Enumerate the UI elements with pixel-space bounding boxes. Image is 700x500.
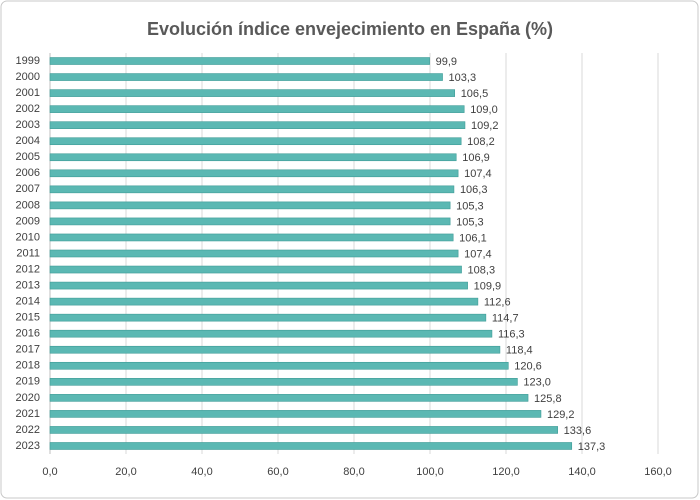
bar	[49, 185, 455, 194]
value-label: 108,2	[467, 136, 495, 148]
value-label: 137,3	[578, 441, 606, 453]
y-tick-label: 2013	[16, 279, 40, 291]
y-tick-label: 2018	[16, 360, 40, 372]
y-tick-label: 2015	[16, 312, 40, 324]
value-label: 133,6	[564, 425, 592, 437]
y-tick-label: 2020	[16, 392, 40, 404]
x-tick-label: 20,0	[115, 466, 136, 478]
y-tick-label: 2004	[16, 135, 40, 147]
value-label: 125,8	[534, 393, 562, 405]
bar	[49, 169, 459, 178]
y-tick-label: 2017	[16, 344, 40, 356]
bar	[49, 105, 465, 113]
x-tick-label: 60,0	[267, 466, 288, 478]
bar	[49, 313, 487, 322]
y-tick-label: 2009	[16, 215, 40, 227]
y-tick-label: 2003	[16, 119, 40, 131]
y-tick-label: 2001	[16, 87, 40, 99]
value-label: 116,3	[498, 329, 525, 341]
value-label: 107,4	[464, 168, 492, 180]
bar	[49, 265, 462, 274]
bar	[49, 329, 493, 338]
value-label: 112,6	[484, 297, 511, 309]
y-tick-label: 2023	[16, 440, 40, 452]
x-tick-label: 140,0	[568, 466, 596, 478]
bar	[49, 153, 457, 162]
value-label: 106,5	[461, 88, 489, 100]
bar	[49, 89, 456, 97]
bar	[49, 378, 518, 386]
y-tick-label: 2016	[16, 328, 40, 340]
bar	[49, 410, 542, 418]
bar	[49, 217, 451, 226]
value-label: 118,4	[506, 345, 533, 357]
bar	[49, 361, 509, 370]
y-tick-label: 2019	[16, 376, 40, 388]
bar	[49, 73, 443, 81]
bar	[49, 426, 558, 434]
value-label: 114,7	[492, 313, 519, 325]
value-label: 107,4	[464, 248, 492, 260]
bar	[49, 121, 466, 129]
bar	[49, 249, 459, 258]
y-tick-label: 2006	[16, 167, 40, 179]
x-tick-label: 160,0	[644, 466, 672, 478]
value-label: 109,2	[471, 120, 499, 132]
value-label: 106,3	[460, 184, 488, 196]
y-tick-label: 1999	[16, 55, 40, 67]
value-label: 99,9	[436, 56, 457, 68]
chart-title: Evolución índice envejecimiento en Españ…	[147, 19, 553, 39]
value-label: 106,9	[462, 152, 490, 164]
value-label: 106,1	[459, 232, 487, 244]
y-tick-label: 2002	[16, 103, 40, 115]
y-tick-label: 2005	[16, 151, 40, 163]
bar	[49, 394, 529, 402]
value-label: 123,0	[523, 377, 551, 389]
bar	[49, 137, 462, 146]
value-label: 109,9	[474, 280, 502, 292]
y-tick-label: 2012	[16, 263, 40, 275]
value-label: 108,3	[468, 264, 496, 276]
value-label: 105,3	[456, 216, 484, 228]
bar	[49, 297, 479, 306]
y-tick-label: 2014	[16, 296, 40, 308]
value-label: 129,2	[547, 409, 575, 421]
value-label: 103,3	[449, 72, 477, 84]
x-tick-label: 40,0	[191, 466, 212, 478]
y-tick-label: 2022	[16, 424, 40, 436]
x-tick-label: 80,0	[343, 466, 364, 478]
x-tick-label: 120,0	[492, 466, 520, 478]
y-tick-label: 2007	[16, 183, 40, 195]
value-label: 120,6	[514, 361, 542, 373]
y-tick-label: 2011	[16, 247, 40, 259]
value-label: 105,3	[456, 200, 484, 212]
bar	[49, 57, 430, 65]
bar	[49, 281, 468, 290]
y-tick-label: 2021	[16, 408, 40, 420]
y-tick-label: 2000	[16, 71, 40, 83]
x-tick-label: 100,0	[416, 466, 444, 478]
value-label: 109,0	[470, 104, 498, 116]
bar	[49, 345, 501, 354]
bar	[49, 233, 454, 242]
y-tick-label: 2008	[16, 199, 40, 211]
x-tick-label: 0,0	[42, 466, 57, 478]
y-tick-label: 2010	[16, 231, 40, 243]
bar	[49, 442, 573, 450]
bar	[49, 201, 451, 210]
